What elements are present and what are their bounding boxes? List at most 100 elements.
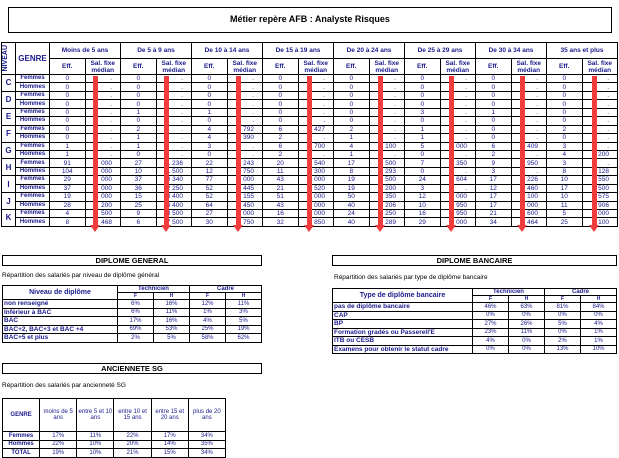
percent-cell: 20% (113, 439, 152, 449)
eff-cell: 0 (404, 99, 441, 109)
eff-cell: 1 (404, 124, 441, 135)
eff-cell: 0 (546, 99, 583, 109)
salary-table: NIVEAU GENRE Moins de 5 ans De 5 à 9 ans De … (1, 42, 618, 227)
table-row: Hommes 0. 0. 0. 0. 0. 0. 0. 0. (2, 99, 618, 109)
percent-cell: 19% (225, 324, 262, 334)
salary-cell: . (155, 90, 192, 101)
salary-cell: . (155, 82, 192, 92)
salary-cell: . (226, 141, 263, 151)
percent-cell: 14% (150, 439, 189, 449)
salary-cell: 100 (581, 217, 618, 227)
salary-cell: 243 (226, 158, 263, 168)
salary-cell: . (439, 149, 476, 160)
age-group-header: Moins de 5 ans (49, 42, 121, 59)
salary-cell: 427 (297, 124, 334, 135)
eff-cell: 17 (475, 175, 512, 185)
eff-cell: 27 (120, 158, 157, 168)
salary-cell: 000 (581, 208, 618, 219)
genre-cell: Femmes (15, 73, 50, 84)
eff-cell: 0 (191, 99, 228, 109)
genre-cell: Hommes (15, 166, 50, 177)
eff-cell: 1 (120, 133, 157, 143)
salary-cell: 500 (581, 183, 618, 194)
h-header: H (508, 295, 545, 303)
eff-cell: 6 (262, 141, 299, 151)
salary-cell: . (581, 116, 618, 126)
percent-cell: 17% (150, 431, 189, 441)
eff-cell: 0 (546, 107, 583, 118)
row-label: non renseigné (2, 299, 118, 309)
eff-cell: 0 (404, 82, 441, 92)
eff-cell: 1 (49, 149, 86, 160)
eff-cell: 0 (262, 116, 299, 126)
eff-cell: 7 (404, 158, 441, 168)
percent-cell: 1% (580, 327, 617, 337)
salary-cell: . (439, 116, 476, 126)
eff-cell: 10 (546, 192, 583, 202)
eff-cell: 8 (49, 217, 86, 227)
salary-cell: . (510, 124, 547, 135)
eff-cell: 0 (333, 90, 370, 101)
salary-cell: . (84, 133, 121, 143)
age-group-header: De 25 à 29 ans (404, 42, 476, 59)
eff-cell: 12 (475, 183, 512, 194)
table-row: J Femmes 19 000 15 8 400 52 155 51 000 50 350 12 000 1… (1, 192, 618, 210)
eff-cell: 17 (475, 200, 512, 211)
salary-cell: 226 (510, 175, 547, 185)
percent-cell: 4% (580, 319, 617, 329)
table-row: non renseigné 6% 16% 12% 11% (2, 299, 262, 309)
percent-cell: 1% (189, 307, 226, 317)
eff-cell: 0 (49, 82, 86, 92)
salary-cell: . (297, 99, 334, 109)
red-arrow-overlay (233, 76, 243, 232)
salary-cell: . (510, 116, 547, 126)
salary-cell: 200 (581, 149, 618, 160)
eff-cell: 2 (546, 124, 583, 135)
age-group-header: De 10 à 14 ans (191, 42, 263, 59)
percent-cell: 16% (153, 316, 190, 326)
percent-cell: 27% (472, 319, 509, 329)
salary-cell: 8 500 (155, 208, 192, 219)
salary-cell: 0 340 (155, 175, 192, 185)
eff-cell: 0 (49, 73, 86, 84)
salary-cell: 000 (439, 141, 476, 151)
salary-cell: 3 400 (155, 200, 192, 211)
f-header: F (472, 295, 509, 303)
level-cell: C (1, 74, 16, 92)
salary-cell: . (155, 141, 192, 151)
salary-cell: . (581, 133, 618, 143)
eff-cell: 0 (475, 73, 512, 84)
salary-cell: . (297, 73, 334, 84)
eff-cell: 0 (333, 107, 370, 118)
genre-cell: Hommes (15, 99, 50, 109)
eff-cell: 0 (120, 116, 157, 126)
eff-cell: 0 (404, 166, 441, 177)
red-arrow-overlay (446, 76, 456, 232)
salary-cell: 409 (510, 141, 547, 151)
salary-cell: . (368, 133, 405, 143)
percent-cell: 21% (113, 448, 152, 458)
salary-cell: . (439, 183, 476, 194)
percent-cell: 4% (472, 336, 509, 346)
header-row: GENRE moins de 5 ans entre 5 et 10 ans entr… (1, 398, 227, 432)
salary-cell: 000 (84, 158, 121, 168)
salary-cell: 000 (510, 200, 547, 211)
salary-cell: . (84, 90, 121, 101)
level-cell: E (1, 107, 16, 126)
eff-cell: 8 (546, 166, 583, 177)
genre-cell: Hommes (15, 183, 50, 194)
salary-cell: . (155, 73, 192, 84)
eff-cell: 19 (333, 183, 370, 194)
salary-cell: . (368, 149, 405, 160)
cadre-header: Cadre (544, 288, 617, 296)
salary-cell: 293 (368, 166, 405, 177)
salary-cell: . (155, 149, 192, 160)
salary-cell: 350 (368, 192, 405, 202)
salary-cell: . (84, 116, 121, 126)
technicien-header: Technicien (472, 288, 545, 296)
eff-cell: 40 (333, 200, 370, 211)
eff-cell: 6 (475, 141, 512, 151)
salary-cell: . (155, 133, 192, 143)
salary-cell: . (297, 90, 334, 101)
